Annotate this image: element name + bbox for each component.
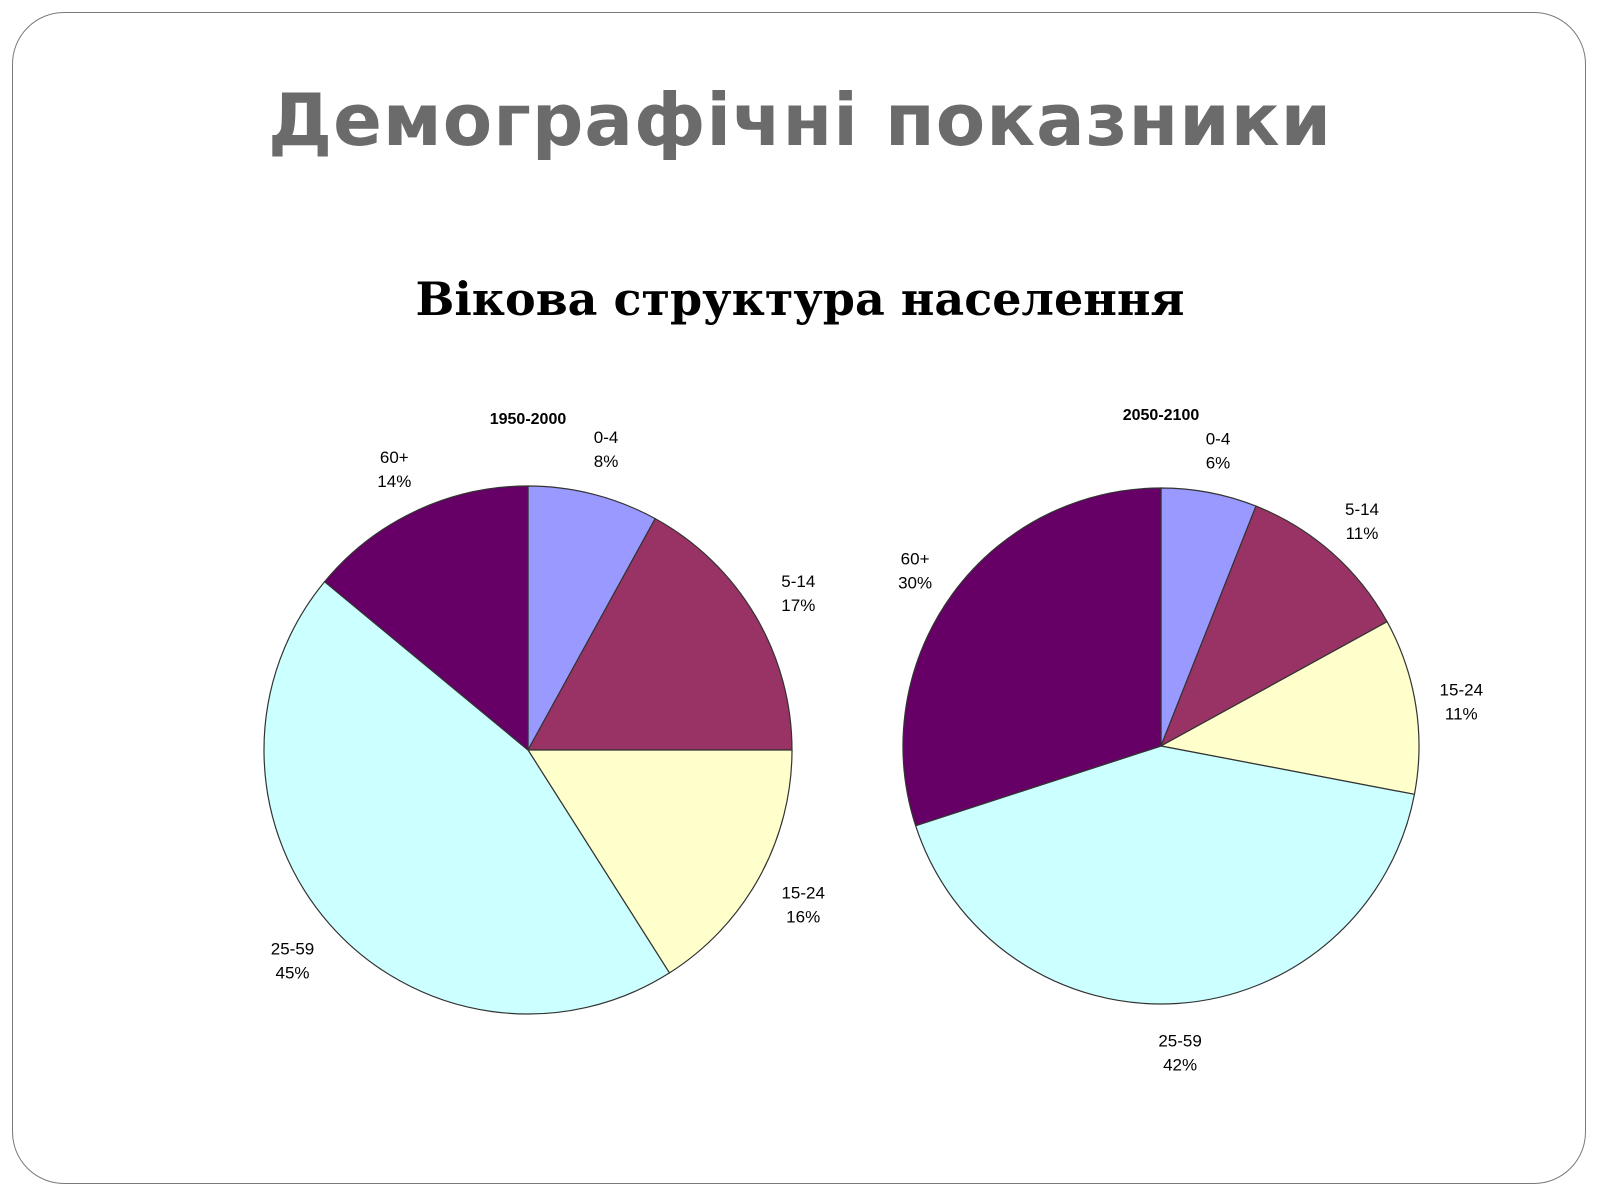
pie-slices-1950-2000 bbox=[263, 485, 793, 1015]
chart-title-1950-2000: 1950-2000 bbox=[490, 411, 567, 428]
pie-slice-60+ bbox=[902, 487, 1162, 827]
slice-label-5-14: 5-14 bbox=[1345, 500, 1379, 519]
slice-label-60+: 60+ bbox=[901, 549, 930, 568]
pie-chart-1950-2000: 1950-2000 0-4 8% 5-14 17% 15-24 16% 25-59 45% 60… bbox=[263, 411, 825, 1015]
slide-title: Демографічні показники bbox=[267, 78, 1333, 162]
slice-value-60+: 14% bbox=[377, 472, 411, 491]
slice-value-60+: 30% bbox=[898, 573, 932, 592]
slice-label-0-4: 0-4 bbox=[594, 428, 619, 447]
pie-slice-15-24 bbox=[1159, 620, 1420, 796]
slice-value-25-59: 45% bbox=[275, 964, 309, 983]
slice-label-60+: 60+ bbox=[380, 448, 409, 467]
slice-value-0-4: 8% bbox=[594, 452, 619, 471]
slice-value-5-14: 11% bbox=[1346, 524, 1379, 543]
slide-subtitle: Вікова структура населення bbox=[415, 272, 1185, 326]
slice-label-0-4: 0-4 bbox=[1206, 429, 1231, 448]
chart-title-2050-2100: 2050-2100 bbox=[1123, 407, 1200, 424]
pie-slice-60+ bbox=[323, 485, 529, 752]
slice-value-15-24: 11% bbox=[1445, 704, 1478, 723]
pie-slice-5-14 bbox=[1159, 505, 1388, 748]
slice-value-25-59: 42% bbox=[1163, 1055, 1197, 1074]
pie-chart-2050-2100: 2050-2100 0-4 6% 5-14 11% 15-24 11% 25-59 42% 60… bbox=[898, 407, 1483, 1074]
pie-slice-25-59 bbox=[914, 745, 1416, 1005]
pie-slice-25-59 bbox=[263, 580, 671, 1015]
slice-label-15-24: 15-24 bbox=[781, 883, 824, 902]
slice-value-15-24: 16% bbox=[786, 907, 820, 926]
slice-label-25-59: 25-59 bbox=[1158, 1031, 1201, 1050]
slice-label-25-59: 25-59 bbox=[271, 940, 314, 959]
pie-slice-0-4 bbox=[527, 485, 656, 751]
slice-value-0-4: 6% bbox=[1206, 453, 1231, 472]
pie-labels-1950-2000: 0-4 8% 5-14 17% 15-24 16% 25-59 45% 60+ 14% bbox=[271, 428, 825, 983]
slice-value-5-14: 17% bbox=[781, 596, 815, 615]
slice-label-5-14: 5-14 bbox=[781, 572, 815, 591]
pie-slice-15-24 bbox=[526, 749, 793, 974]
pie-labels-2050-2100: 0-4 6% 5-14 11% 15-24 11% 25-59 42% 60+ 30% bbox=[898, 429, 1483, 1074]
pie-slices-2050-2100 bbox=[902, 487, 1420, 1005]
pie-slice-5-14 bbox=[526, 517, 793, 751]
slice-label-15-24: 15-24 bbox=[1440, 680, 1483, 699]
